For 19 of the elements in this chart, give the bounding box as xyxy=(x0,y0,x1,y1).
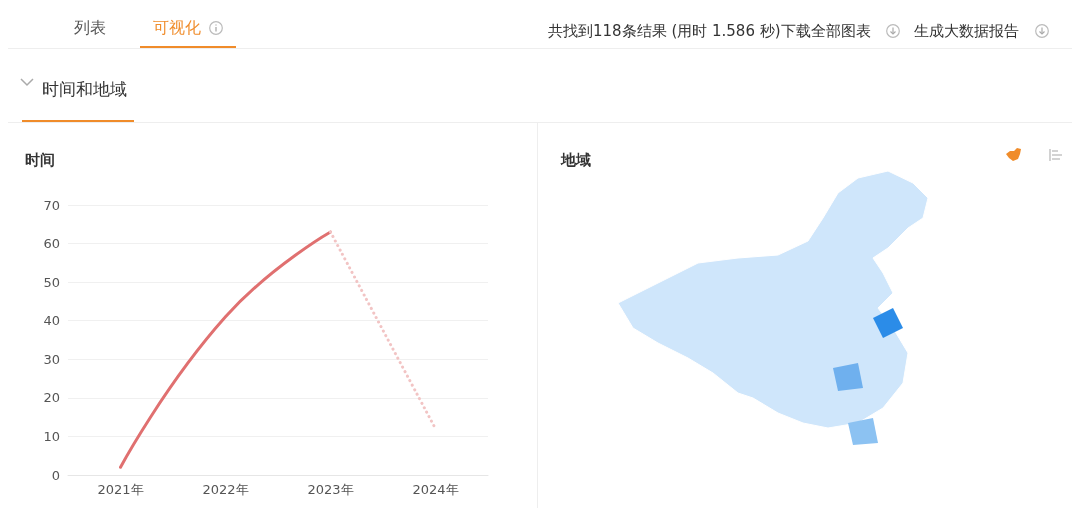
y-tick-label: 0 xyxy=(51,467,60,483)
text: 时间和地域 xyxy=(42,79,127,99)
y-tick-label: 70 xyxy=(43,197,60,213)
y-tick-label: 50 xyxy=(43,274,60,290)
y-tick-label: 10 xyxy=(43,428,60,444)
chart-title: 时间 xyxy=(25,151,55,169)
text: 地域 xyxy=(561,151,591,169)
x-tick-label: 2023年 xyxy=(307,482,354,497)
x-tick-label: 2022年 xyxy=(202,482,249,497)
x-tick-label: 2021年 xyxy=(97,482,144,497)
text: 可视化 xyxy=(153,18,201,37)
y-tick-label: 30 xyxy=(43,351,60,367)
y-tick-label: 60 xyxy=(43,236,60,252)
y-tick-label: 20 xyxy=(43,390,60,406)
text: 生成大数据报告 xyxy=(914,22,1019,40)
y-tick-label: 40 xyxy=(43,313,60,329)
text: 共找到118条结果 (用时 1.586 秒)下载全部图表 xyxy=(548,22,871,40)
x-tick-label: 2024年 xyxy=(412,482,459,497)
text: 列表 xyxy=(74,18,106,37)
